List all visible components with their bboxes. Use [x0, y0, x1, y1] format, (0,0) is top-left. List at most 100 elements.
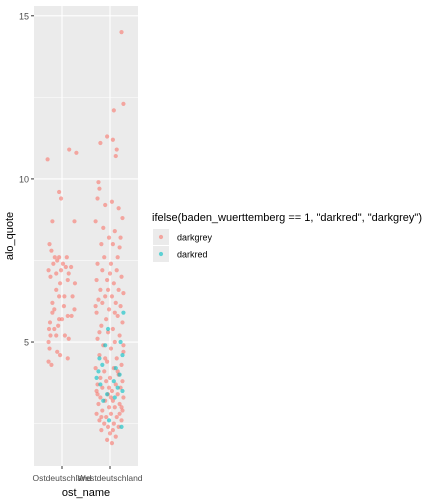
data-point-darkgrey — [65, 313, 70, 319]
data-point-darkgrey — [52, 326, 57, 332]
data-point-darkgrey — [107, 375, 113, 381]
data-point-darkgrey — [69, 264, 74, 270]
data-point-darkgrey — [105, 287, 111, 292]
data-point-darkgrey — [52, 307, 57, 312]
data-point-darkgrey — [111, 421, 116, 426]
data-point-darkgrey — [102, 255, 107, 260]
data-point-darkgrey — [113, 434, 118, 439]
data-point-darkgrey — [57, 317, 62, 322]
x-tick-label: Ostdeutschland — [32, 473, 91, 483]
data-point-darkgrey — [110, 326, 115, 332]
data-point-darkgrey — [105, 359, 110, 364]
data-point-darkgrey — [98, 375, 103, 381]
x-axis-title: ost_name — [62, 487, 110, 499]
data-point-darkgrey — [104, 414, 109, 420]
data-point-darkgrey — [62, 294, 67, 299]
data-point-darkgrey — [95, 382, 100, 387]
data-point-darkgrey — [69, 313, 74, 319]
data-point-darkgrey — [96, 180, 101, 185]
data-point-darkgrey — [65, 277, 70, 283]
data-point-darkgrey — [63, 264, 68, 270]
data-point-darkgrey — [120, 215, 125, 221]
data-point-darkgrey — [121, 343, 126, 348]
data-point-darkgrey — [55, 349, 60, 354]
data-point-darkgrey — [57, 189, 62, 195]
data-point-darkgrey — [111, 281, 116, 286]
data-point-darkred — [112, 395, 117, 400]
data-point-darkgrey — [114, 268, 119, 273]
data-point-darkgrey — [72, 281, 78, 286]
y-axis: 5 10 15 — [19, 11, 34, 348]
data-point-darkgrey — [101, 225, 106, 230]
data-point-darkgrey — [70, 294, 75, 299]
data-point-darkgrey — [47, 346, 52, 351]
data-point-darkgrey — [99, 414, 104, 420]
data-point-darkgrey — [46, 326, 52, 332]
data-point-darkgrey — [48, 333, 53, 338]
data-point-darkgrey — [105, 134, 110, 139]
data-point-darkgrey — [107, 431, 113, 436]
data-point-darkgrey — [108, 261, 114, 266]
data-point-darkgrey — [98, 140, 103, 146]
legend-label-darkred: darkred — [177, 250, 208, 260]
data-point-darkgrey — [99, 323, 104, 328]
data-point-darkgrey — [58, 196, 64, 201]
data-point-darkgrey — [67, 147, 72, 152]
y-tick-label: 10 — [19, 174, 29, 184]
x-tick-label: Westdeutschland — [77, 473, 142, 483]
legend-key-darkred — [158, 251, 164, 257]
data-point-darkgrey — [54, 287, 59, 292]
data-point-darkgrey — [74, 150, 79, 155]
data-point-darkgrey — [95, 196, 100, 201]
data-point-darkgrey — [100, 385, 105, 390]
data-point-darkgrey — [110, 398, 115, 403]
data-point-darkred — [121, 310, 126, 315]
data-point-darkred — [94, 375, 99, 381]
data-point-darkgrey — [121, 290, 126, 296]
y-axis-title: alo_quote — [4, 212, 16, 260]
data-point-darkgrey — [50, 219, 55, 224]
data-point-darkgrey — [97, 418, 102, 423]
data-point-darkgrey — [102, 421, 107, 426]
data-point-darkgrey — [56, 323, 61, 328]
data-point-darkgrey — [108, 346, 114, 351]
data-point-darkgrey — [118, 304, 123, 309]
data-point-darkgrey — [50, 310, 55, 315]
data-point-darkgrey — [121, 349, 126, 354]
data-point-darkgrey — [94, 388, 99, 394]
data-point-darkgrey — [110, 428, 115, 433]
data-point-darkred — [115, 385, 120, 390]
data-point-darkred — [118, 339, 123, 345]
data-point-darkgrey — [119, 362, 124, 367]
data-point-darkred — [119, 424, 124, 429]
data-point-darkgrey — [120, 408, 125, 413]
data-point-darkgrey — [47, 320, 53, 325]
data-point-darkgrey — [112, 229, 117, 234]
data-point-darkred — [106, 418, 112, 423]
data-point-darkgrey — [116, 206, 121, 211]
data-point-darkgrey — [117, 333, 122, 338]
data-point-darkgrey — [119, 418, 124, 423]
y-tick-label: 5 — [24, 338, 29, 348]
data-point-darkgrey — [49, 362, 54, 367]
data-point-darkgrey — [51, 261, 56, 266]
data-point-darkgrey — [121, 395, 126, 400]
data-point-darkgrey — [46, 268, 51, 273]
data-point-darkgrey — [109, 294, 115, 299]
data-point-darkgrey — [115, 255, 120, 260]
data-point-darkgrey — [95, 392, 100, 397]
data-point-darkgrey — [115, 313, 120, 319]
data-point-darkgrey — [64, 255, 69, 260]
data-point-darkgrey — [46, 339, 51, 345]
data-point-darkgrey — [95, 261, 100, 266]
data-point-darkgrey — [117, 411, 122, 416]
data-point-darkgrey — [57, 255, 62, 260]
data-point-darkred — [105, 392, 110, 397]
data-point-darkred — [120, 352, 125, 358]
data-point-darkgrey — [118, 385, 123, 390]
legend-label-darkgrey: darkgrey — [177, 233, 213, 243]
data-point-darkgrey — [66, 271, 71, 276]
data-point-darkgrey — [97, 352, 102, 358]
data-point-darkred — [101, 398, 106, 403]
